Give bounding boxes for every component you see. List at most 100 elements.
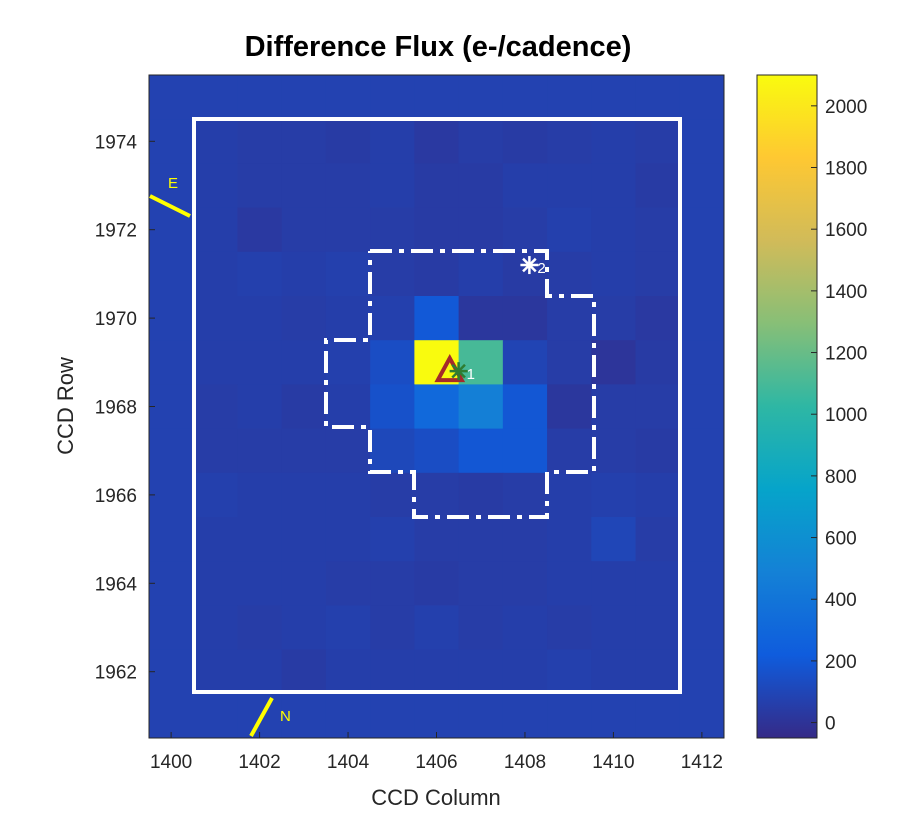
north-label: N: [280, 708, 291, 725]
heatmap-cell: [414, 428, 460, 474]
heatmap-cell: [237, 340, 283, 385]
east-label: E: [168, 175, 178, 192]
heatmap-cell: [237, 428, 283, 474]
heatmap-cell: [502, 693, 548, 739]
heatmap-cell: [547, 207, 592, 253]
heatmap-cell: [502, 649, 548, 695]
heatmap-cell: [547, 251, 592, 297]
heatmap-cell: [591, 605, 637, 651]
x-tick-label: 1400: [150, 752, 192, 773]
heatmap-cell: [591, 340, 637, 385]
heatmap-cell: [502, 428, 548, 474]
heatmap-cell: [237, 384, 283, 430]
x-tick-label: 1402: [238, 752, 280, 773]
y-tick-label: 1964: [95, 574, 138, 595]
heatmap-cell: [193, 472, 238, 518]
heatmap-cell: [458, 472, 504, 518]
heatmap-cell: [193, 605, 238, 651]
heatmap-cell: [635, 472, 681, 518]
y-tick-label: 1962: [95, 663, 137, 684]
heatmap-cell: [370, 649, 415, 695]
heatmap-cell: [547, 472, 592, 518]
heatmap-cell: [458, 561, 504, 606]
heatmap-cell: [325, 296, 371, 341]
heatmap-cell: [325, 517, 371, 562]
x-tick-label: 1412: [681, 752, 723, 773]
heatmap-cell: [149, 384, 194, 430]
heatmap-cell: [591, 119, 637, 164]
heatmap-cell: [414, 517, 460, 562]
plot-area: [148, 74, 725, 739]
heatmap-cell: [325, 693, 371, 739]
heatmap-cell: [502, 119, 548, 164]
heatmap-cell: [193, 384, 238, 430]
heatmap-cell: [149, 119, 194, 164]
heatmap-cell: [414, 472, 460, 518]
heatmap-cell: [635, 207, 681, 253]
heatmap-cell: [414, 119, 460, 164]
heatmap-cell: [547, 517, 592, 562]
heatmap-cell: [325, 75, 371, 120]
heatmap-cell: [591, 163, 637, 209]
colorbar-tick-label: 800: [825, 467, 857, 488]
heatmap-cell: [679, 693, 725, 739]
x-tick-label: 1408: [504, 752, 546, 773]
optimal-aperture-outline: [324, 249, 596, 519]
heatmap-cell: [679, 340, 725, 385]
heatmap-cell: [325, 428, 371, 474]
heatmap-cell: [325, 251, 371, 297]
heatmap-cell: [237, 517, 283, 562]
heatmap-cell: [458, 693, 504, 739]
heatmap-cell: [193, 561, 238, 606]
heatmap-cell: [193, 251, 238, 297]
heatmap-cell: [591, 384, 637, 430]
heatmap-cell: [237, 163, 283, 209]
heatmap-cell: [679, 119, 725, 164]
heatmap-cell: [370, 605, 415, 651]
heatmap-cell: [370, 384, 415, 430]
x-axis-ticks: 1400 1402 1404 1406 1408 1410 1412: [150, 732, 723, 773]
colorbar-tick-label: 400: [825, 590, 857, 611]
heatmap-cell: [325, 561, 371, 606]
heatmap-cell: [547, 75, 592, 120]
heatmap-cell: [679, 163, 725, 209]
heatmap-cell: [414, 384, 460, 430]
heatmap-cell: [502, 163, 548, 209]
heatmap-cell: [237, 75, 283, 120]
heatmap-cell: [149, 472, 194, 518]
heatmap-cell: [547, 163, 592, 209]
y-tick-label: 1970: [95, 309, 137, 330]
markers-layer: 12: [434, 256, 546, 383]
heatmap-cell: [149, 75, 194, 120]
heatmap-cell: [370, 251, 415, 297]
heatmap-cell: [458, 75, 504, 120]
x-tick-label: 1410: [592, 752, 634, 773]
heatmap-cell: [679, 649, 725, 695]
heatmap-cell: [193, 693, 238, 739]
heatmap-cell: [193, 428, 238, 474]
x-tick-label: 1406: [415, 752, 457, 773]
heatmap-cell: [547, 693, 592, 739]
heatmap-cell: [679, 251, 725, 297]
heatmap-cell: [679, 428, 725, 474]
chart-title: Difference Flux (e-/cadence): [245, 31, 632, 63]
heatmap-cell: [370, 340, 415, 385]
star-marker-stroke: [451, 363, 466, 379]
heatmap-cell: [635, 384, 681, 430]
heatmap-cell: [193, 340, 238, 385]
heatmap-cell: [370, 693, 415, 739]
heatmap-cell: [370, 119, 415, 164]
east-arrow: [149, 194, 191, 218]
mask-outline: [192, 117, 682, 694]
colorbar-ticks: 0 200 400 600 800 1000 1200 1400 1600 1800 2000: [811, 97, 867, 735]
y-axis-label: CCD Row: [53, 357, 78, 455]
heatmap-cell: [149, 251, 194, 297]
heatmap-cell: [547, 649, 592, 695]
heatmap-cell: [635, 251, 681, 297]
heatmap-cell: [237, 296, 283, 341]
heatmap-cell: [635, 605, 681, 651]
heatmap-cell: [281, 561, 327, 606]
y-tick-label: 1968: [95, 398, 137, 419]
star-marker: [449, 362, 468, 381]
heatmap-cell: [591, 472, 637, 518]
